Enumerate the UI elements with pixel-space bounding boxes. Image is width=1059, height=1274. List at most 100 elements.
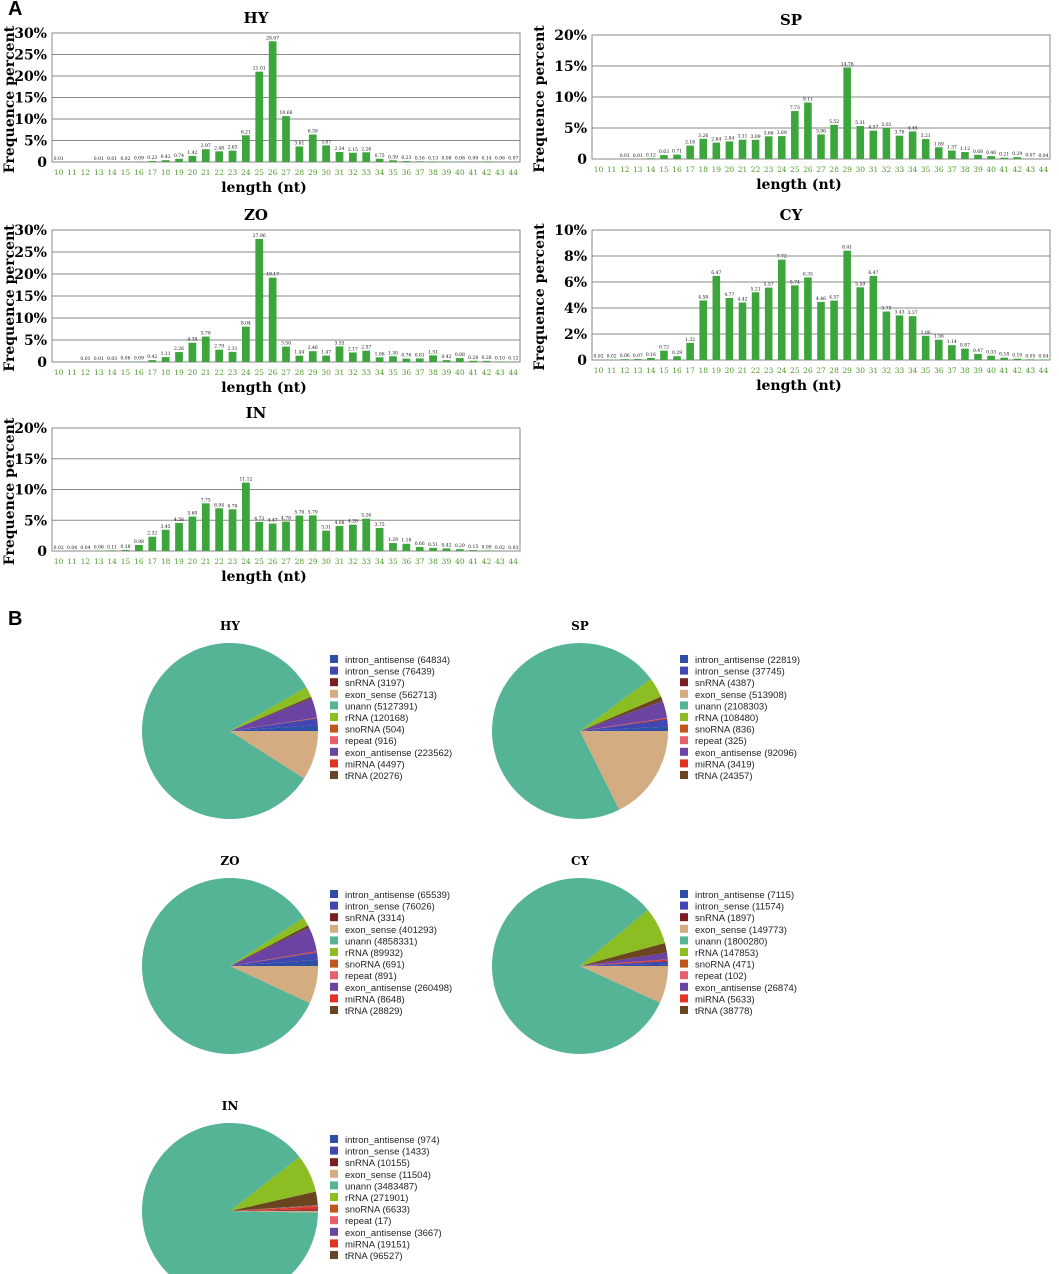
legend-swatch-hy-intron-sense: [330, 666, 338, 675]
pie-slice-hy-exon-sense: [230, 731, 318, 779]
x-tick-label-in: 13: [94, 557, 104, 566]
bar-cy-27: [817, 302, 825, 360]
x-tick-label-zo: 37: [415, 368, 425, 377]
pie-slice-sp-mirna: [580, 718, 668, 731]
bar-hy-32: [348, 152, 357, 162]
x-tick-label-cy: 28: [829, 366, 839, 375]
x-tick-label-in: 21: [201, 557, 211, 566]
x-tick-label-in: 14: [107, 557, 117, 566]
legend-label-in-intron-sense: intron_sense (1433): [345, 1147, 430, 1158]
bar-zo-33: [362, 350, 371, 362]
x-tick-label-zo: 26: [268, 368, 278, 377]
data-label-sp: 3.26: [698, 133, 708, 139]
data-label-zo: 1.06: [375, 351, 385, 357]
legend-label-sp-intron-sense: intron_sense (37745): [695, 667, 785, 678]
legend-label-in-repeat: repeat (17): [345, 1216, 391, 1227]
legend-swatch-sp-unann: [680, 701, 688, 710]
x-tick-label-cy: 21: [738, 366, 748, 375]
legend-swatch-sp-snorna: [680, 724, 688, 733]
x-tick-label-hy: 38: [428, 168, 438, 177]
pie-slice-hy-intron-sense: [230, 718, 318, 731]
bar-hy-31: [335, 151, 344, 162]
data-label-hy: 1.42: [187, 150, 197, 156]
bar-zo-41: [469, 360, 478, 362]
data-label-cy: 1.86: [921, 330, 931, 336]
x-tick-label-hy: 27: [281, 168, 291, 177]
x-tick-label-in: 24: [241, 557, 251, 566]
bar-hy-26: [268, 41, 277, 163]
bar-sp-33: [895, 135, 904, 159]
data-label-cy: 4.77: [724, 292, 734, 298]
x-tick-label-sp: 22: [751, 165, 761, 174]
y-tick-label-zo: 25%: [14, 245, 47, 261]
legend-label-sp-rrna: rRNA (108480): [695, 713, 758, 724]
data-label-sp: 1.37: [947, 145, 957, 151]
x-tick-label-zo: 15: [121, 368, 131, 377]
legend-swatch-zo-snorna: [330, 959, 338, 968]
legend-label-sp-snorna: snoRNA (836): [695, 725, 755, 736]
legend-swatch-hy-exon-sense: [330, 689, 338, 698]
y-tick-label-zo: 20%: [14, 267, 47, 283]
y-axis-label-cy: Frequence percent: [532, 223, 548, 371]
data-label-zo: 1.47: [321, 350, 331, 356]
bar-hy-37: [415, 161, 424, 162]
data-label-sp: 0.01: [620, 153, 630, 159]
data-label-cy: 3.37: [908, 310, 918, 316]
pie-slice-hy-snorna: [230, 717, 317, 731]
data-label-hy: 0.06: [495, 156, 505, 162]
x-tick-label-sp: 31: [869, 165, 879, 174]
x-tick-label-sp: 43: [1026, 165, 1036, 174]
data-label-zo: 0.26: [482, 355, 492, 361]
pie-slice-cy-exon-antisense: [580, 952, 668, 966]
legend-label-cy-intron-antisense: intron_antisense (7115): [695, 890, 794, 901]
bar-sp-32: [882, 127, 891, 159]
x-tick-label-in: 11: [67, 557, 77, 566]
data-label-cy: 3.73: [881, 306, 891, 312]
x-tick-label-cy: 40: [986, 366, 996, 375]
data-label-sp: 1.12: [960, 146, 970, 152]
bar-in-33: [362, 518, 371, 551]
bar-sp-30: [856, 126, 865, 159]
bar-in-28: [295, 515, 304, 551]
legend-swatch-hy-exon-antisense: [330, 747, 338, 756]
chart-title-in: IN: [246, 404, 267, 422]
bar-cy-20: [725, 297, 734, 360]
x-tick-label-cy: 17: [685, 366, 695, 375]
data-label-hy: 10.66: [280, 110, 293, 116]
legend-swatch-cy-intron-antisense: [680, 890, 688, 898]
legend-swatch-in-intron-antisense: [330, 1135, 338, 1143]
data-label-sp: 0.29: [1012, 151, 1022, 157]
x-tick-label-sp: 25: [790, 165, 800, 174]
data-label-zo: 0.03: [107, 356, 117, 362]
pie-slice-hy-unann: [142, 642, 307, 819]
legend-label-hy-snorna: snoRNA (504): [345, 725, 405, 736]
data-label-cy: 5.74: [790, 279, 800, 285]
x-tick-label-sp: 39: [973, 165, 983, 174]
pie-slice-zo-snorna: [230, 951, 317, 966]
data-label-cy: 1.32: [685, 337, 695, 343]
data-label-in: 0.98: [134, 539, 144, 545]
bar-in-36: [402, 543, 411, 551]
x-tick-label-sp: 23: [764, 165, 774, 174]
x-tick-label-sp: 44: [1039, 165, 1049, 174]
bar-zo-23: [228, 351, 237, 362]
pie-slice-hy-exon-antisense: [230, 698, 317, 731]
x-axis-label-in: length (nt): [221, 569, 307, 585]
x-tick-label-in: 38: [428, 557, 438, 566]
x-tick-label-zo: 10: [54, 368, 64, 377]
x-tick-label-zo: 32: [348, 368, 358, 377]
legend-swatch-hy-repeat: [330, 736, 338, 745]
x-tick-label-zo: 35: [388, 368, 398, 377]
x-tick-label-cy: 38: [960, 366, 970, 375]
data-label-cy: 6.47: [711, 270, 721, 276]
pie-slice-hy-mirna: [230, 717, 318, 731]
legend-swatch-sp-trna: [680, 771, 688, 779]
y-axis-label-zo: Frequence percent: [2, 224, 18, 372]
data-label-hy: 2.63: [227, 145, 237, 151]
bar-hy-24: [242, 135, 250, 162]
data-label-in: 0.42: [441, 542, 451, 548]
x-tick-label-zo: 38: [428, 368, 438, 377]
bar-zo-37: [415, 358, 424, 362]
data-label-in: 11.12: [239, 477, 252, 483]
data-label-in: 5.60: [187, 511, 197, 517]
